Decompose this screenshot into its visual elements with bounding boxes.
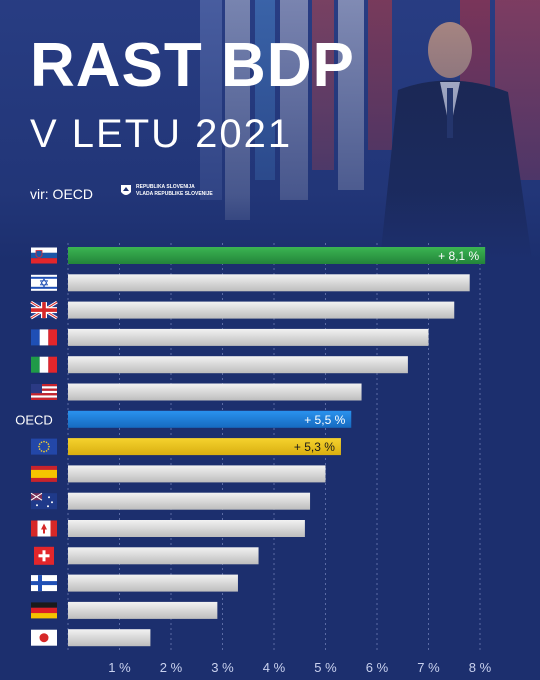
flag-fi-icon — [31, 575, 57, 592]
gov-line-1: REPUBLIKA SLOVENIJA — [136, 184, 195, 190]
x-tick-label: 1 % — [108, 660, 131, 675]
flag-us-icon — [31, 384, 57, 400]
bars: + 8,1 % + 5,5 % + 5,3 % — [68, 247, 486, 647]
subtitle: V LETU 2021 — [30, 112, 293, 156]
bar — [68, 465, 326, 483]
svg-text:OECD: OECD — [15, 412, 53, 427]
x-tick-label: 6 % — [366, 660, 389, 675]
flag-si-icon — [31, 247, 57, 264]
flag-fr-icon — [31, 329, 57, 346]
title: RAST BDP — [30, 31, 355, 100]
bar — [68, 301, 455, 319]
bar — [68, 383, 362, 401]
government-logo: REPUBLIKA SLOVENIJA VLADA REPUBLIKE SLOV… — [120, 184, 213, 198]
flag-es-icon — [31, 465, 57, 482]
bar — [68, 629, 151, 647]
flag-ch-icon — [34, 546, 54, 565]
x-tick-label: 4 % — [263, 660, 286, 675]
flag-il-icon — [31, 274, 57, 291]
flag-au-icon — [30, 492, 57, 510]
header-background — [0, 0, 540, 260]
flag-it-icon — [31, 356, 57, 373]
x-tick-label: 3 % — [211, 660, 234, 675]
bar — [68, 601, 218, 619]
x-tick-label: 8 % — [469, 660, 492, 675]
x-tick-label: 7 % — [417, 660, 440, 675]
bar — [68, 520, 305, 537]
flag-ca-icon — [31, 520, 57, 537]
oecd-label: OECD — [15, 412, 53, 427]
data-label: + 5,5 % — [304, 413, 345, 427]
flag-de-icon — [31, 602, 57, 619]
bar — [68, 547, 259, 565]
row-labels: OECD — [15, 247, 58, 646]
x-tick-label: 2 % — [160, 660, 183, 675]
bar — [68, 492, 311, 510]
data-label: + 5,3 % — [294, 440, 335, 454]
bar — [68, 356, 408, 374]
bar — [68, 247, 486, 264]
bar — [68, 438, 341, 456]
gov-line-2: VLADA REPUBLIKE SLOVENIJE — [136, 191, 213, 197]
flag-jp-icon — [31, 629, 57, 646]
flag-gb-icon — [30, 300, 58, 320]
source-label: vir: OECD — [30, 186, 93, 202]
bar — [68, 410, 352, 428]
bar — [68, 328, 429, 346]
x-axis-ticks: 1 % 2 % 3 % 4 % 5 % 6 % 7 % 8 % — [108, 660, 491, 675]
bar — [68, 574, 238, 592]
x-tick-label: 5 % — [314, 660, 337, 675]
data-label: + 8,1 % — [438, 249, 479, 263]
coat-of-arms-icon — [121, 185, 131, 195]
bar — [68, 274, 470, 292]
flag-eu-icon — [31, 438, 57, 455]
